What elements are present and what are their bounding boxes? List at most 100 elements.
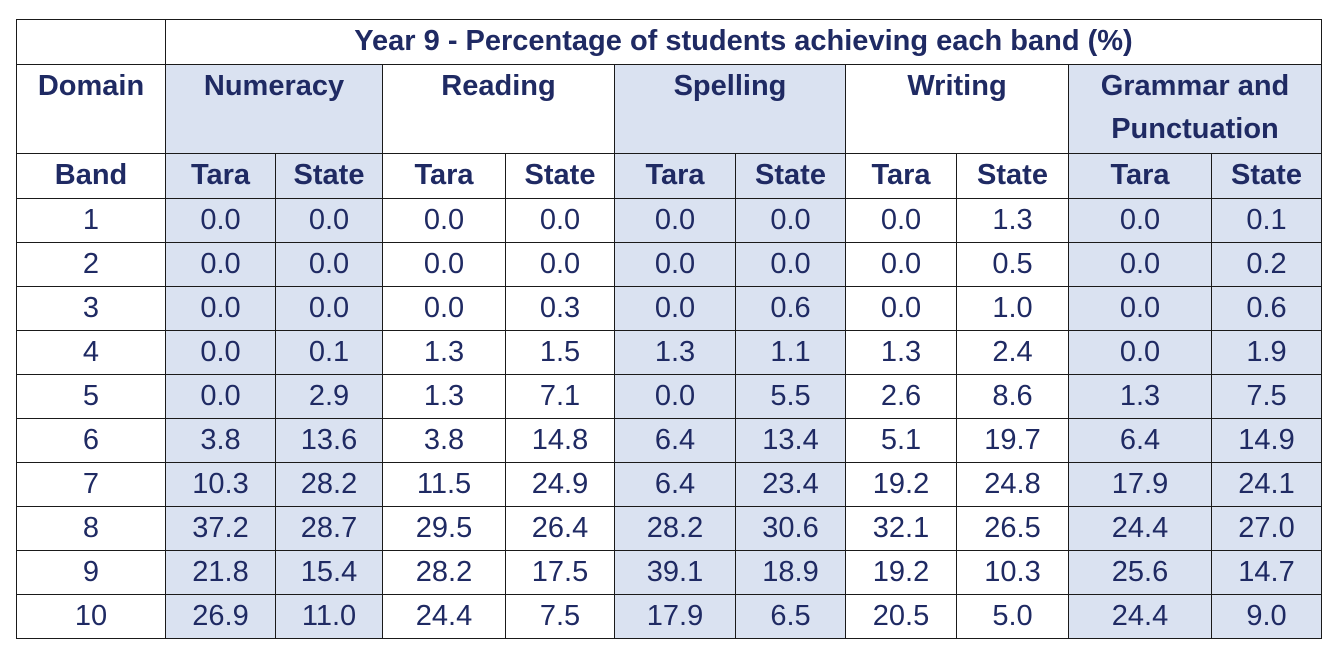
spelling-state-cell: 5.5 [735, 374, 846, 419]
domain-grammar-punctuation: Grammar and Punctuation [1068, 64, 1322, 154]
spelling-tara-cell: 28.2 [614, 506, 736, 551]
grammar-state-cell: 24.1 [1211, 462, 1322, 507]
grammar-tara-cell: 0.0 [1068, 330, 1212, 375]
spelling-tara-cell: 1.3 [614, 330, 736, 375]
numeracy-state-cell: 0.0 [275, 242, 383, 287]
table-row: 3 0.0 0.0 0.0 0.3 0.0 0.6 0.0 1.0 0.0 0.6 [16, 286, 1322, 331]
grammar-tara-cell: 24.4 [1068, 594, 1212, 639]
band-number: 7 [16, 462, 166, 507]
table-row: 5 0.0 2.9 1.3 7.1 0.0 5.5 2.6 8.6 1.3 7.5 [16, 374, 1322, 419]
grammar-tara-header: Tara [1068, 153, 1212, 199]
grammar-tara-cell: 25.6 [1068, 550, 1212, 595]
writing-state-cell: 0.5 [956, 242, 1069, 287]
domain-spelling: Spelling [614, 64, 846, 154]
reading-tara-cell: 1.3 [382, 330, 506, 375]
domain-writing: Writing [845, 64, 1069, 154]
reading-state-cell: 17.5 [505, 550, 615, 595]
spelling-state-cell: 6.5 [735, 594, 846, 639]
table-row: 10 26.9 11.0 24.4 7.5 17.9 6.5 20.5 5.0 24.4 9.0 [16, 594, 1322, 639]
grammar-tara-cell: 24.4 [1068, 506, 1212, 551]
band-number: 8 [16, 506, 166, 551]
grammar-state-cell: 27.0 [1211, 506, 1322, 551]
domain-reading: Reading [382, 64, 615, 154]
reading-state-cell: 14.8 [505, 418, 615, 463]
reading-tara-cell: 24.4 [382, 594, 506, 639]
writing-state-cell: 5.0 [956, 594, 1069, 639]
numeracy-tara-cell: 3.8 [165, 418, 276, 463]
reading-state-cell: 24.9 [505, 462, 615, 507]
table-row: 1 0.0 0.0 0.0 0.0 0.0 0.0 0.0 1.3 0.0 0.1 [16, 198, 1322, 243]
numeracy-tara-cell: 0.0 [165, 374, 276, 419]
grammar-tara-cell: 17.9 [1068, 462, 1212, 507]
writing-state-cell: 1.0 [956, 286, 1069, 331]
spelling-tara-cell: 6.4 [614, 462, 736, 507]
grammar-state-header: State [1211, 153, 1322, 199]
spelling-tara-cell: 6.4 [614, 418, 736, 463]
title-row: Year 9 - Percentage of students achievin… [16, 19, 1322, 65]
spelling-tara-cell: 0.0 [614, 286, 736, 331]
numeracy-tara-cell: 21.8 [165, 550, 276, 595]
spelling-state-cell: 1.1 [735, 330, 846, 375]
grammar-state-cell: 14.7 [1211, 550, 1322, 595]
spelling-tara-header: Tara [614, 153, 736, 199]
writing-state-cell: 2.4 [956, 330, 1069, 375]
writing-tara-cell: 0.0 [845, 198, 957, 243]
writing-tara-cell: 32.1 [845, 506, 957, 551]
writing-state-header: State [956, 153, 1069, 199]
reading-state-cell: 1.5 [505, 330, 615, 375]
spelling-state-cell: 0.0 [735, 242, 846, 287]
writing-tara-cell: 5.1 [845, 418, 957, 463]
band-number: 6 [16, 418, 166, 463]
numeracy-state-cell: 0.0 [275, 286, 383, 331]
band-results-table: Year 9 - Percentage of students achievin… [16, 19, 1322, 639]
domain-numeracy: Numeracy [165, 64, 383, 154]
spelling-state-cell: 0.0 [735, 198, 846, 243]
reading-tara-header: Tara [382, 153, 506, 199]
writing-state-cell: 26.5 [956, 506, 1069, 551]
band-number: 3 [16, 286, 166, 331]
numeracy-tara-cell: 0.0 [165, 330, 276, 375]
band-number: 2 [16, 242, 166, 287]
grammar-state-cell: 0.1 [1211, 198, 1322, 243]
reading-tara-cell: 11.5 [382, 462, 506, 507]
numeracy-tara-cell: 37.2 [165, 506, 276, 551]
table-row: 9 21.8 15.4 28.2 17.5 39.1 18.9 19.2 10.3 25.6 14.… [16, 550, 1322, 595]
grammar-tara-cell: 0.0 [1068, 198, 1212, 243]
writing-state-cell: 1.3 [956, 198, 1069, 243]
reading-tara-cell: 28.2 [382, 550, 506, 595]
reading-state-cell: 7.5 [505, 594, 615, 639]
band-label: Band [16, 153, 166, 199]
spelling-tara-cell: 0.0 [614, 374, 736, 419]
band-header-row: Band Tara State Tara State Tara State Ta… [16, 153, 1322, 199]
spelling-state-cell: 18.9 [735, 550, 846, 595]
table-row: 8 37.2 28.7 29.5 26.4 28.2 30.6 32.1 26.5 24.4 27.… [16, 506, 1322, 551]
reading-state-header: State [505, 153, 615, 199]
writing-state-cell: 10.3 [956, 550, 1069, 595]
numeracy-state-cell: 11.0 [275, 594, 383, 639]
grammar-state-cell: 0.2 [1211, 242, 1322, 287]
reading-state-cell: 0.0 [505, 242, 615, 287]
writing-tara-cell: 19.2 [845, 550, 957, 595]
reading-tara-cell: 1.3 [382, 374, 506, 419]
reading-tara-cell: 0.0 [382, 198, 506, 243]
writing-tara-cell: 0.0 [845, 242, 957, 287]
grammar-state-cell: 7.5 [1211, 374, 1322, 419]
spelling-tara-cell: 39.1 [614, 550, 736, 595]
numeracy-tara-cell: 0.0 [165, 242, 276, 287]
writing-tara-cell: 1.3 [845, 330, 957, 375]
numeracy-state-cell: 0.0 [275, 198, 383, 243]
band-number: 4 [16, 330, 166, 375]
reading-state-cell: 0.3 [505, 286, 615, 331]
table-title: Year 9 - Percentage of students achievin… [165, 19, 1322, 65]
table-row: 7 10.3 28.2 11.5 24.9 6.4 23.4 19.2 24.8 17.9 24.1 [16, 462, 1322, 507]
reading-tara-cell: 0.0 [382, 286, 506, 331]
spelling-tara-cell: 0.0 [614, 198, 736, 243]
spelling-state-header: State [735, 153, 846, 199]
reading-tara-cell: 0.0 [382, 242, 506, 287]
grammar-tara-cell: 6.4 [1068, 418, 1212, 463]
corner-cell [16, 19, 166, 65]
writing-tara-cell: 2.6 [845, 374, 957, 419]
writing-state-cell: 24.8 [956, 462, 1069, 507]
band-number: 5 [16, 374, 166, 419]
numeracy-state-cell: 28.2 [275, 462, 383, 507]
